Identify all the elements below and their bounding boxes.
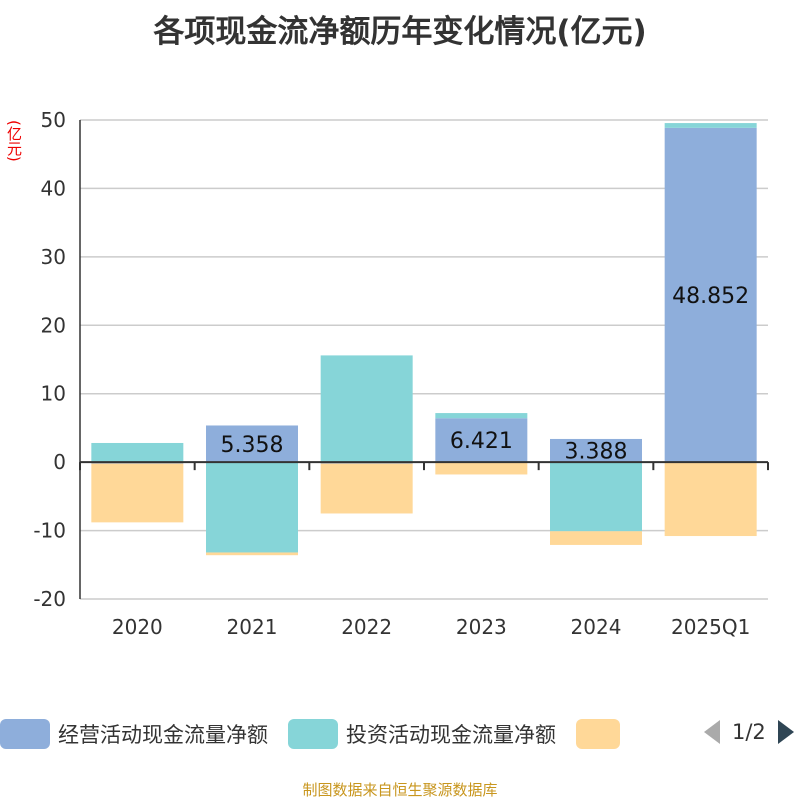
y-tick-label: 30 [41,245,66,269]
bar-2020-series-2 [91,463,184,523]
bar-2022-series-2 [320,463,413,514]
bar-2025Q1-series-2 [664,462,757,537]
legend-page-indicator: 1/2 [732,720,766,744]
next-page-icon[interactable] [776,718,796,746]
legend-swatch [576,719,620,749]
y-tick-label: 10 [41,382,66,406]
legend-label: 经营活动现金流量净额 [58,723,268,747]
bar-2021-series-1 [206,462,298,553]
legend-swatch [0,719,50,749]
y-tick-label: 0 [53,450,66,474]
y-tick-label: 50 [41,108,66,132]
y-tick-label: -20 [33,587,66,611]
legend-label: 投资活动现金流量净额 [346,723,556,747]
prev-page-icon[interactable] [702,718,722,746]
legend-swatch [288,719,338,749]
y-tick-label: -10 [33,519,66,543]
x-tick-label: 2023 [456,615,507,639]
bar-2023-series-1 [435,413,528,419]
y-tick-label: 20 [41,313,66,337]
data-label: 5.358 [221,433,284,458]
legend-item-operating[interactable]: 经营活动现金流量净额 [0,719,268,749]
bar-2021-series-2 [206,552,298,556]
data-label: 6.421 [450,429,513,454]
x-tick-label: 2020 [112,615,163,639]
y-axis-unit: (亿元) [5,120,23,162]
x-tick-label: 2024 [571,615,622,639]
bar-2024-series-0 [550,438,642,463]
x-tick-label: 2025Q1 [671,615,750,639]
bar-2020-series-1 [91,442,184,463]
legend-item-financing[interactable] [576,719,628,749]
data-source: 制图数据来自恒生聚源数据库 [302,781,498,799]
legend: 经营活动现金流量净额 投资活动现金流量净额 [0,716,648,752]
y-tick-label: 40 [41,176,66,200]
bar-2023-series-0 [435,418,528,463]
bar-2024-series-1 [550,462,642,532]
x-tick-label: 2021 [227,615,278,639]
bar-2023-series-2 [435,462,528,475]
legend-item-investing[interactable]: 投资活动现金流量净额 [288,719,556,749]
data-label: 48.852 [672,284,749,309]
bar-2021-series-0 [206,425,298,463]
bar-2022-series-1 [320,355,413,463]
chart-title: 各项现金流净额历年变化情况(亿元) [153,14,647,50]
bar-2025Q1-series-1 [664,123,757,128]
bar-2024-series-2 [550,531,642,545]
x-tick-label: 2022 [341,615,392,639]
data-label: 3.388 [565,440,628,465]
bar-2025Q1-series-0 [664,127,757,463]
legend-pager: 1/2 [702,718,796,746]
